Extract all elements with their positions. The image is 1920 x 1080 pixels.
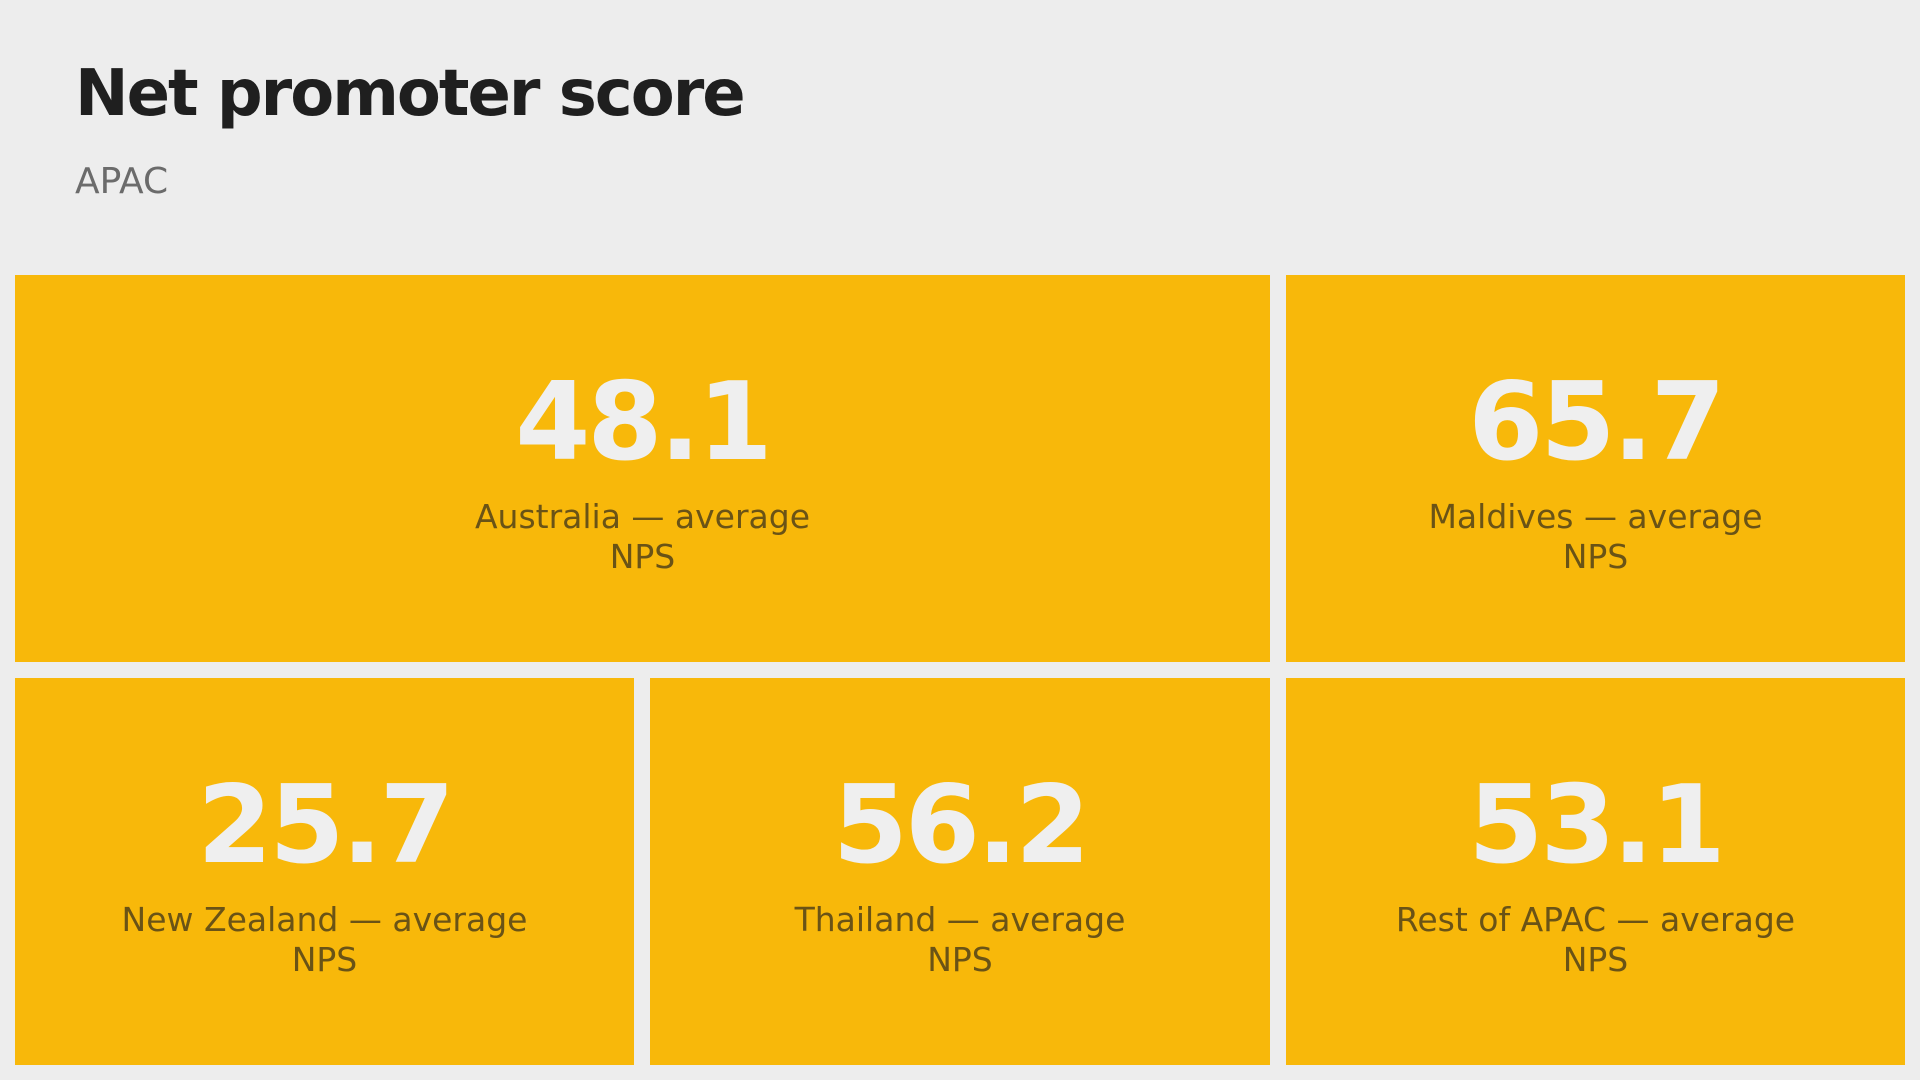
tile-label-line2: NPS	[927, 939, 993, 979]
tile-label: Maldives — average NPS	[1428, 497, 1762, 577]
tile-label: Thailand — average NPS	[795, 900, 1126, 980]
tile-value: 56.2	[832, 762, 1090, 888]
tile-value: 25.7	[197, 762, 454, 888]
tile-label-line1: Rest of APAC — average	[1395, 899, 1796, 939]
tile-label-line1: Maldives — average	[1428, 496, 1763, 536]
tile-label: Australia — average NPS	[475, 497, 810, 577]
tile-rest-of-apac: 53.1 Rest of APAC — average NPS	[1286, 678, 1905, 1065]
tile-new-zealand: 25.7 New Zealand — average NPS	[15, 678, 634, 1065]
tile-label-line1: Australia — average	[474, 496, 811, 536]
chart-title: Net promoter score	[75, 57, 746, 131]
chart-subtitle: APAC	[75, 161, 169, 202]
tile-label-line2: NPS	[1562, 939, 1629, 979]
tile-label-line2: NPS	[609, 536, 676, 576]
tile-label: New Zealand — average NPS	[122, 900, 528, 980]
tile-value: 65.7	[1468, 359, 1725, 485]
tile-label-line2: NPS	[1562, 536, 1629, 576]
tile-maldives: 65.7 Maldives — average NPS	[1286, 275, 1905, 662]
tile-value: 48.1	[515, 359, 772, 485]
tile-label-line2: NPS	[291, 939, 358, 979]
tile-thailand: 56.2 Thailand — average NPS	[650, 678, 1270, 1065]
tile-label-line1: Thailand — average	[794, 899, 1126, 939]
tile-value: 53.1	[1468, 762, 1725, 888]
tile-australia: 48.1 Australia — average NPS	[15, 275, 1270, 662]
tile-label-line1: New Zealand — average	[121, 899, 528, 939]
tile-label: Rest of APAC — average NPS	[1396, 900, 1795, 980]
